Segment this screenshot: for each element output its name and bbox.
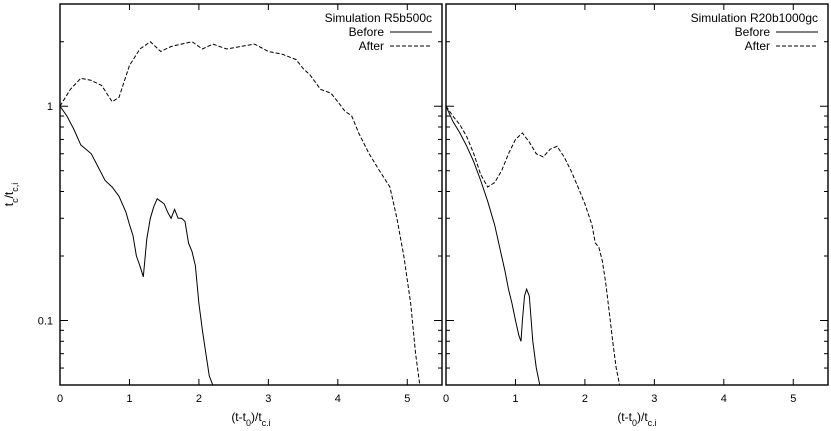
y-tick-label: 1 <box>47 101 53 113</box>
legend-entry-label: After <box>359 39 384 53</box>
y-axis-label: tc/tc,i <box>2 183 20 207</box>
x-tick-label: 3 <box>651 393 657 405</box>
x-tick-label: 0 <box>57 393 63 405</box>
x-tick-label: 0 <box>443 393 449 405</box>
x-tick-label: 1 <box>512 393 518 405</box>
legend-entry-label: Before <box>349 25 385 39</box>
legend-title: Simulation R5b500c <box>325 11 432 25</box>
series-line-before <box>60 105 214 385</box>
plot-frame <box>445 3 829 386</box>
x-axis-label: (t-t0)/tc,i <box>617 410 656 426</box>
series-line-after <box>60 41 421 385</box>
x-tick-label: 4 <box>721 393 727 405</box>
x-tick-label: 4 <box>335 393 341 405</box>
series-line-before <box>446 105 541 385</box>
x-tick-label: 2 <box>582 393 588 405</box>
legend-entry-label: After <box>745 39 770 53</box>
legend-entry-label: Before <box>735 25 771 39</box>
x-tick-label: 5 <box>790 393 796 405</box>
x-tick-label: 3 <box>265 393 271 405</box>
y-tick-label: 0.1 <box>38 315 53 327</box>
legend-title: Simulation R20b1000gc <box>691 11 818 25</box>
x-axis-label: (t-t0)/tc,i <box>231 410 270 426</box>
x-tick-label: 2 <box>196 393 202 405</box>
x-tick-label: 1 <box>126 393 132 405</box>
series-line-after <box>446 105 621 385</box>
plot-frame <box>59 3 443 386</box>
x-tick-label: 5 <box>404 393 410 405</box>
